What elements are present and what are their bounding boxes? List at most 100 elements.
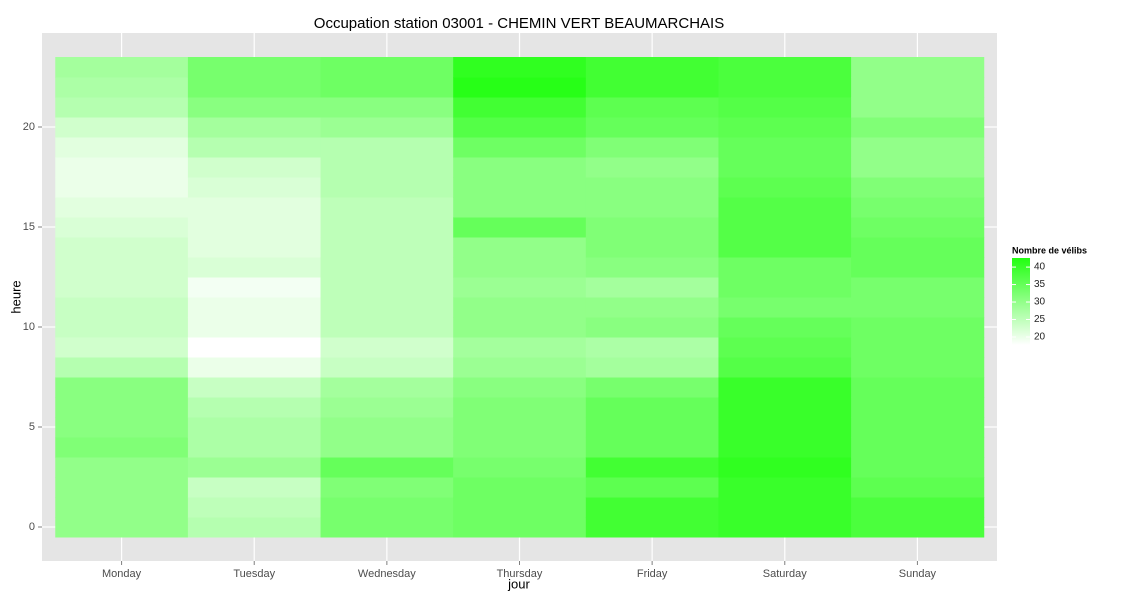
heat-cell xyxy=(453,377,587,398)
heat-cell xyxy=(55,417,189,438)
heat-cell xyxy=(187,57,322,78)
heat-cell xyxy=(55,357,189,378)
heat-cell xyxy=(851,197,985,218)
heat-cell xyxy=(718,277,852,298)
heat-cell xyxy=(718,397,852,418)
heat-cell xyxy=(718,417,852,438)
heat-cell xyxy=(320,177,454,198)
heat-cell xyxy=(718,457,852,478)
heat-cell xyxy=(851,57,985,78)
heat-cell xyxy=(718,77,852,98)
heat-cell xyxy=(55,157,189,178)
heat-cell xyxy=(55,377,189,398)
heat-cell xyxy=(320,137,454,158)
heat-cell xyxy=(585,457,719,478)
heat-cell xyxy=(320,97,454,118)
heat-cell xyxy=(453,117,587,138)
heat-cell xyxy=(320,117,454,138)
heat-cell xyxy=(453,217,587,238)
heat-cell xyxy=(585,317,719,338)
heat-cell xyxy=(55,177,189,198)
heat-cell xyxy=(585,117,719,138)
heat-cell xyxy=(851,257,985,278)
heat-cell xyxy=(718,297,852,318)
heat-cell xyxy=(851,477,985,498)
heat-cell xyxy=(718,217,852,238)
x-tick-label: Tuesday xyxy=(233,568,275,580)
heat-cell xyxy=(718,257,852,278)
heat-cell xyxy=(55,197,189,218)
heat-cell xyxy=(320,357,454,378)
legend-colorbar xyxy=(1012,258,1030,345)
heat-cell xyxy=(187,477,322,498)
heat-cell xyxy=(187,77,322,98)
heat-cell xyxy=(851,117,985,138)
heat-cell xyxy=(851,317,985,338)
heat-cell xyxy=(55,217,189,238)
heat-cell xyxy=(585,337,719,358)
heat-cell xyxy=(55,297,189,318)
x-tick-label: Wednesday xyxy=(358,568,416,580)
heat-cell xyxy=(585,477,719,498)
x-tick-label: Monday xyxy=(102,568,142,580)
heat-cell xyxy=(718,497,852,518)
heat-cell xyxy=(55,477,189,498)
heat-cell xyxy=(187,217,322,238)
heat-cell xyxy=(320,297,454,318)
heat-cell xyxy=(453,437,587,458)
legend-tick-label: 35 xyxy=(1034,279,1046,290)
legend-tick-label: 20 xyxy=(1034,332,1046,343)
heat-cell xyxy=(585,437,719,458)
heat-cell xyxy=(55,317,189,338)
heat-cell xyxy=(851,337,985,358)
heat-cell xyxy=(187,357,322,378)
heat-cell xyxy=(453,417,587,438)
heat-cell xyxy=(718,97,852,118)
heat-cell xyxy=(320,317,454,338)
heat-cell xyxy=(585,357,719,378)
heat-cell xyxy=(585,397,719,418)
heat-cell xyxy=(55,397,189,418)
heat-cell xyxy=(585,57,719,78)
heat-cell xyxy=(585,297,719,318)
heat-cell xyxy=(851,417,985,438)
heat-cell xyxy=(851,157,985,178)
heat-cell xyxy=(55,97,189,118)
heat-cell xyxy=(187,257,322,278)
heat-cell xyxy=(453,57,587,78)
heat-cell xyxy=(55,457,189,478)
heat-cell xyxy=(585,97,719,118)
heat-cell xyxy=(851,457,985,478)
heat-cell xyxy=(851,77,985,98)
heat-cell xyxy=(718,357,852,378)
heat-cell xyxy=(851,397,985,418)
heat-cell xyxy=(187,157,322,178)
heat-cell xyxy=(55,497,189,518)
heat-cell xyxy=(187,317,322,338)
x-tick-label: Thursday xyxy=(497,568,543,580)
heat-cell xyxy=(320,217,454,238)
heat-cell xyxy=(55,117,189,138)
heat-cell xyxy=(55,517,189,538)
heat-cell xyxy=(585,497,719,518)
heat-cell xyxy=(55,137,189,158)
heat-cell xyxy=(453,237,587,258)
legend-tick-label: 30 xyxy=(1034,297,1046,308)
heat-cell xyxy=(718,437,852,458)
heat-cell xyxy=(187,497,322,518)
heat-cell xyxy=(187,517,322,538)
heat-cell xyxy=(718,377,852,398)
heat-cell xyxy=(453,497,587,518)
heat-cell xyxy=(320,377,454,398)
heat-cell xyxy=(187,297,322,318)
legend-tick-label: 25 xyxy=(1034,314,1046,325)
heat-cell xyxy=(187,117,322,138)
heat-cell xyxy=(187,397,322,418)
x-axis-label: jour xyxy=(507,576,530,591)
heat-cell xyxy=(187,417,322,438)
heat-cell xyxy=(453,97,587,118)
heat-cell xyxy=(187,197,322,218)
heat-cell xyxy=(320,157,454,178)
x-tick-label: Sunday xyxy=(899,568,937,580)
